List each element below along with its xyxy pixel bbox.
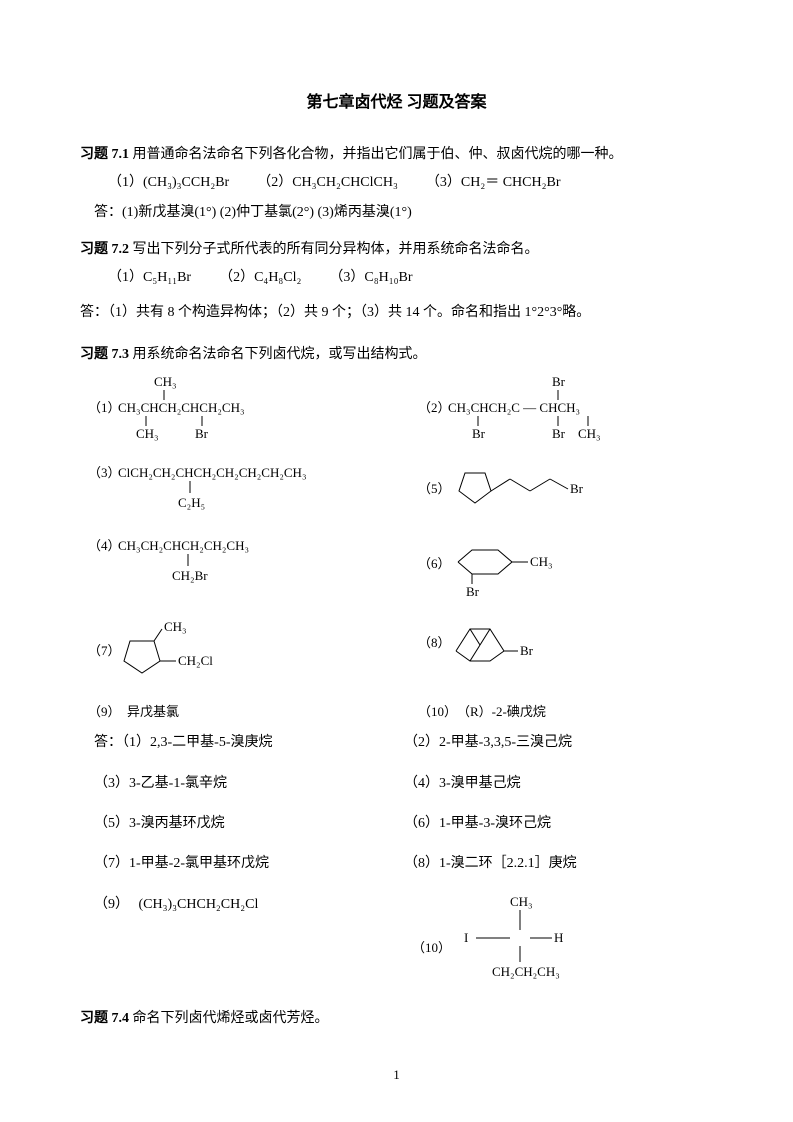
structure-9: （9） 异戊基氯 [80,702,380,723]
p71-item-2: （2）CH₃CH₂CHClCH₃ [257,172,398,194]
svg-text:I: I [464,930,468,945]
svg-text:CH₂CH₂CH₃: CH₂CH₂CH₃ [492,964,560,979]
svg-text:CH₃CHCH₂C — CHCH₃: CH₃CHCH₂C — CHCH₃ [448,400,580,415]
svg-text:CH₃CHCH₂CHCH₂CH₃: CH₃CHCH₂CHCH₂CH₃ [118,400,244,415]
svg-text:（7）: （7） [88,643,121,658]
structure-grid: CH₃ （1） CH₃CHCH₂CHCH₂CH₃ CH₃ Br Br （2） C… [80,372,713,722]
p72-item-3: （3）C₈H₁₀Br [329,267,412,289]
ans-5: （5）3-溴丙基环戊烷 [94,813,374,835]
structure-5: （5） Br [410,459,710,522]
problem-7-4-text: 命名下列卤代烯烃或卤代芳烃。 [129,1011,329,1026]
svg-text:CH₂Cl: CH₂Cl [178,653,213,668]
svg-text:Br: Br [520,643,534,658]
svg-text:CH₃: CH₃ [136,426,159,441]
problem-7-2-text: 写出下列分子式所代表的所有同分异构体，并用系统命名法命名。 [129,242,539,257]
problem-7-1: 习题 7.1 用普通命名法命名下列各化合物，并指出它们属于伯、仲、叔卤代烷的哪一… [80,144,713,166]
svg-text:（4）: （4） [88,538,121,553]
problem-7-3-label: 习题 7.3 [80,347,129,362]
ans-6: （6）1-甲基-3-溴环己烷 [404,813,704,835]
svg-text:CH₃: CH₃ [530,554,553,569]
ans-3: （3）3-乙基-1-氯辛烷 [94,773,374,795]
svg-text:CH₂Br: CH₂Br [172,568,208,583]
answer-label: 答： [94,205,122,220]
svg-text:（1）: （1） [88,400,121,415]
chapter-title: 第七章卤代烃 习题及答案 [80,90,713,116]
structure-4: （4） CH₃CH₂CHCH₂CH₂CH₃ CH₂Br [80,532,380,605]
svg-text:Br: Br [570,481,584,496]
structure-8: （8） Br [410,615,710,692]
problem-7-2-items: （1）C₅H₁₁Br （2）C₄H₈Cl₂ （3）C₈H₁₀Br [80,267,713,289]
p71-item-1: （1）(CH₃)₃CCH₂Br [108,172,229,194]
ans-10: （10） CH₃ I H CH₂CH₂CH₃ [404,894,704,988]
svg-text:C₂H₅: C₂H₅ [178,495,205,510]
ans-8: （8）1-溴二环［2.2.1］庚烷 [404,853,704,875]
problem-7-2: 习题 7.2 写出下列分子式所代表的所有同分异构体，并用系统命名法命名。 [80,239,713,261]
ans-1: 答：（1）2,3-二甲基-5-溴庚烷 [94,732,374,754]
p71-item-3: （3）CH₂＝ CHCH₂Br [426,172,561,194]
p73-answers: 答：（1）2,3-二甲基-5-溴庚烷 （2）2-甲基-3,3,5-三溴己烷 （3… [80,732,713,988]
svg-text:CH₃: CH₃ [578,426,601,441]
svg-text:（8）: （8） [418,635,451,650]
problem-7-2-answer: 答：（1）共有 8 个构造异构体；（2）共 9 个；（3）共 14 个。命名和指… [80,302,713,324]
page: 第七章卤代烃 习题及答案 习题 7.1 用普通命名法命名下列各化合物，并指出它们… [0,0,793,1122]
svg-text:Br: Br [552,426,566,441]
svg-text:CH₃CH₂CHCH₂CH₂CH₃: CH₃CH₂CHCH₂CH₂CH₃ [118,538,249,553]
structure-3: （3） ClCH₂CH₂CHCH₂CH₂CH₂CH₂CH₃ C₂H₅ [80,459,380,522]
svg-text:H: H [554,930,563,945]
problem-7-3: 习题 7.3 用系统命名法命名下列卤代烷，或写出结构式。 [80,344,713,366]
svg-text:CH₃: CH₃ [164,619,187,634]
ans-2: （2）2-甲基-3,3,5-三溴己烷 [404,732,704,754]
svg-text:Br: Br [195,426,209,441]
problem-7-4: 习题 7.4 命名下列卤代烯烃或卤代芳烃。 [80,1008,713,1030]
ans-4: （4）3-溴甲基己烷 [404,773,704,795]
problem-7-3-text: 用系统命名法命名下列卤代烷，或写出结构式。 [129,347,427,362]
p71-answer-text: (1)新戊基溴(1°) (2)仲丁基氯(2°) (3)烯丙基溴(1°) [122,205,412,220]
svg-text:CH₃: CH₃ [510,894,533,909]
page-number: 1 [0,1065,793,1086]
svg-text:Br: Br [472,426,486,441]
svg-text:（2）: （2） [418,400,451,415]
svg-text:（10）: （10） [412,940,451,955]
problem-7-1-items: （1）(CH₃)₃CCH₂Br （2）CH₃CH₂CHClCH₃ （3）CH₂＝… [80,172,713,194]
svg-text:（5）: （5） [418,481,451,496]
problem-7-1-text: 用普通命名法命名下列各化合物，并指出它们属于伯、仲、叔卤代烷的哪一种。 [129,147,623,162]
structure-6: （6） CH₃ Br [410,532,710,605]
svg-text:CH₃: CH₃ [154,374,177,389]
p72-item-2: （2）C₄H₈Cl₂ [219,267,301,289]
svg-text:Br: Br [466,584,480,598]
svg-text:ClCH₂CH₂CHCH₂CH₂CH₂CH₂CH₃: ClCH₂CH₂CHCH₂CH₂CH₂CH₂CH₃ [118,465,306,480]
problem-7-4-label: 习题 7.4 [80,1011,129,1026]
structure-10: （10） （R）-2-碘戊烷 [410,702,710,723]
ans-7: （7）1-甲基-2-氯甲基环戊烷 [94,853,374,875]
p72-item-1: （1）C₅H₁₁Br [108,267,191,289]
svg-text:Br: Br [552,374,566,389]
problem-7-1-answer: 答：(1)新戊基溴(1°) (2)仲丁基氯(2°) (3)烯丙基溴(1°) [80,202,713,224]
svg-text:（6）: （6） [418,556,451,571]
problem-7-1-label: 习题 7.1 [80,147,129,162]
problem-7-2-label: 习题 7.2 [80,242,129,257]
structure-2: Br （2） CH₃CHCH₂C — CHCH₃ Br Br CH₃ [410,372,710,449]
svg-text:（3）: （3） [88,465,121,480]
structure-7: （7） CH₃ CH₂Cl [80,615,380,692]
ans-9: （9） (CH₃)₃CHCH₂CH₂Cl [94,894,374,988]
structure-1: CH₃ （1） CH₃CHCH₂CHCH₂CH₃ CH₃ Br [80,372,380,449]
